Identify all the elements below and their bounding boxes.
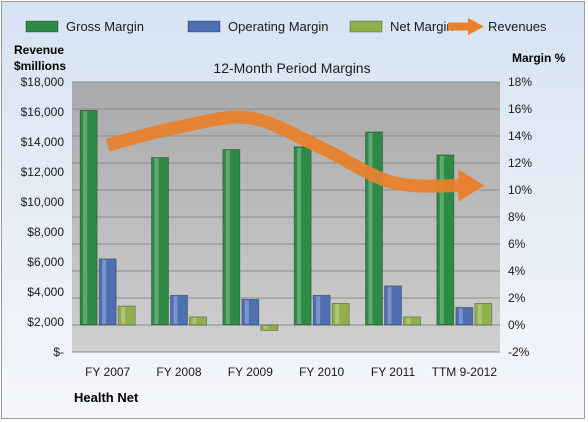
bar-net-margin [260,324,279,331]
chart-title: 12-Month Period Margins [213,60,370,76]
bar-net-margin [331,302,350,326]
legend-arrow-revenues [468,18,484,35]
right-tick-label: 16% [508,102,532,116]
bar-net-margin [403,316,421,326]
bar-highlight [439,155,444,324]
right-tick-label: 4% [508,264,526,278]
bar-highlight [173,296,178,324]
bar-highlight [335,304,340,324]
revenue-line [106,110,485,202]
bar-operating-margin [170,294,188,326]
left-tick-label: $16,000 [21,105,65,119]
left-tick-label: $18,000 [21,75,65,89]
x-tick-label: FY 2007 [85,365,130,379]
right-axis-label: Margin % [512,51,566,65]
legend-label: Operating Margin [228,19,328,34]
x-axis-ticks: FY 2007 FY 2008 FY 2009 FY 2010 FY 2011 TTM 9… [85,365,497,379]
left-tick-label: $- [53,345,64,359]
bar-net-margin [117,305,136,326]
bar-highlight [368,132,373,324]
x-tick-label: TTM 9-2012 [432,365,498,379]
right-tick-label: 14% [508,129,532,143]
legend: Gross Margin Operating Margin Net Margin Re… [25,18,547,35]
bar-highlight [192,317,197,324]
bar-highlight [102,259,107,324]
x-tick-label: FY 2011 [371,365,416,379]
legend-swatch-net-margin [349,20,383,33]
bar-operating-margin [241,298,260,326]
bar-gross-margin [436,154,455,326]
bar-highlight [458,308,463,324]
bar-operating-margin [98,258,117,326]
company-name: Health Net [74,390,139,405]
bar-highlight [477,304,482,324]
legend-label: Net Margin [390,19,454,34]
bar-gross-margin [151,157,169,326]
bar-highlight [83,111,88,324]
bar-operating-margin [312,294,331,326]
bar-gross-margin [365,131,383,326]
revenue-curve [106,110,465,193]
legend-swatch-gross-margin [25,20,59,33]
left-tick-label: $8,000 [27,225,64,239]
left-tick-label: $14,000 [21,135,65,149]
bar-highlight [406,317,411,324]
bar-highlight [244,300,249,324]
bar-highlight [387,286,392,324]
bar-highlight [297,147,302,324]
x-tick-label: FY 2008 [156,365,201,379]
x-tick-label: FY 2010 [299,365,344,379]
left-tick-label: $4,000 [27,285,64,299]
bar-gross-margin [79,109,98,326]
right-tick-label: 2% [508,291,526,305]
bar-operating-margin [384,285,402,326]
revenue-arrowhead [458,169,485,202]
bar-gross-margin [222,149,241,326]
bar-gross-margin [293,146,312,326]
left-axis-label-line2: $millions [14,59,66,73]
right-axis-ticks: -2% 0% 2% 4% 6% 8% 10% 12% 14% 16% 18% [508,75,532,359]
right-tick-label: 10% [508,183,532,197]
bar-highlight [154,158,159,324]
bar-highlight [316,296,321,324]
legend-swatch-operating-margin [187,20,221,33]
right-tick-label: 8% [508,210,526,224]
right-tick-label: 18% [508,75,532,89]
bar-highlight [225,150,230,324]
x-tick-label: FY 2009 [228,365,273,379]
legend-label: Gross Margin [66,19,144,34]
right-tick-label: -2% [508,345,530,359]
bar-operating-margin [455,307,474,326]
right-tick-label: 12% [508,156,532,170]
bar-net-margin [474,302,493,326]
bar-highlight [263,326,268,330]
left-axis-label-line1: Revenue [14,43,64,57]
left-tick-label: $6,000 [27,255,64,269]
left-tick-label: $12,000 [21,165,65,179]
bar-net-margin [189,316,207,326]
right-tick-label: 0% [508,318,526,332]
right-tick-label: 6% [508,237,526,251]
legend-label: Revenues [488,19,547,34]
bar-highlight [121,307,126,324]
left-axis-ticks: $- $2,000 $4,000 $6,000 $8,000 $10,000 $12,000… [21,75,65,359]
left-tick-label: $2,000 [27,315,64,329]
left-tick-label: $10,000 [21,195,65,209]
